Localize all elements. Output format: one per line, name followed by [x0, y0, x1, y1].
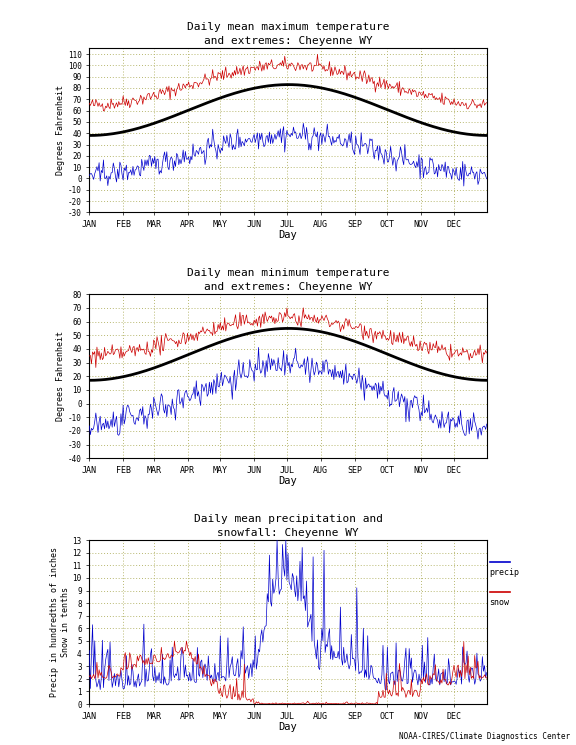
Title: Daily mean maximum temperature
and extremes: Cheyenne WY: Daily mean maximum temperature and extre…	[187, 22, 389, 46]
X-axis label: Day: Day	[279, 230, 297, 241]
Text: precip: precip	[490, 568, 520, 577]
Text: snow: snow	[490, 598, 510, 607]
Title: Daily mean precipitation and
snowfall: Cheyenne WY: Daily mean precipitation and snowfall: C…	[194, 514, 382, 538]
Y-axis label: Precip in hundredths of inches
Snow in tenths: Precip in hundredths of inches Snow in t…	[50, 547, 70, 697]
Y-axis label: Degrees Fahrenheit: Degrees Fahrenheit	[56, 332, 65, 421]
Text: NOAA-CIRES/Climate Diagnostics Center: NOAA-CIRES/Climate Diagnostics Center	[399, 732, 570, 741]
Y-axis label: Degrees Fahrenheit: Degrees Fahrenheit	[56, 86, 65, 175]
Title: Daily mean minimum temperature
and extremes: Cheyenne WY: Daily mean minimum temperature and extre…	[187, 268, 389, 292]
X-axis label: Day: Day	[279, 476, 297, 486]
X-axis label: Day: Day	[279, 722, 297, 732]
